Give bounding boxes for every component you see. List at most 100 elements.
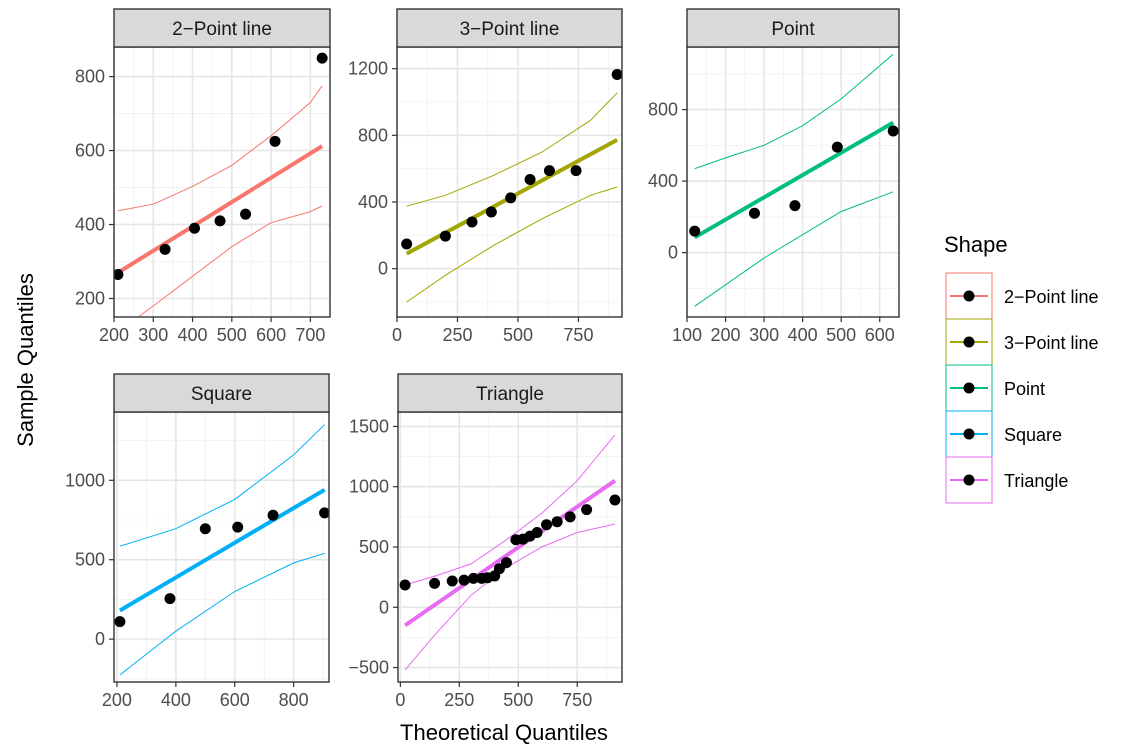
x-tick-label: 300 [749, 325, 779, 345]
strip-title: 2−Point line [172, 19, 272, 40]
confidence-band-upper [406, 92, 618, 207]
data-point [581, 504, 593, 516]
legend-key-point [963, 382, 975, 394]
y-tick-label: 0 [378, 259, 388, 279]
strip-background [686, 8, 900, 48]
x-tick-label: 200 [711, 325, 741, 345]
data-point [164, 593, 176, 605]
data-point [524, 174, 536, 185]
data-point [189, 222, 201, 234]
legend: Shape 2−Point line 3−Point line Point Squar… [944, 232, 1099, 504]
data-point [399, 579, 411, 591]
x-tick-label: 500 [217, 325, 247, 345]
data-point [214, 215, 226, 227]
x-tick-label: 500 [503, 690, 533, 710]
strip-background [396, 8, 623, 48]
y-tick-label: 1200 [348, 59, 388, 79]
x-tick-label: 400 [788, 325, 818, 345]
data-point [485, 206, 497, 218]
y-tick-label: 0 [95, 629, 105, 649]
data-marks [114, 52, 328, 317]
strip-background [113, 373, 330, 413]
strip-title: 3−Point line [460, 19, 560, 40]
y-tick-label: 200 [75, 289, 105, 309]
y-tick-label: 500 [75, 550, 105, 570]
data-point [609, 494, 621, 506]
y-tick-label: −500 [348, 658, 389, 678]
y-tick-label: 400 [75, 215, 105, 235]
data-point [564, 511, 576, 523]
reference-line [693, 120, 895, 240]
data-point [439, 230, 451, 242]
data-point [319, 507, 329, 519]
x-tick-label: 250 [442, 325, 472, 345]
panel-background [114, 47, 330, 317]
legend-label: Square [1004, 425, 1062, 445]
data-point [429, 577, 441, 589]
data-point [159, 243, 171, 255]
legend-item: Square [945, 410, 1062, 458]
x-tick-label: 600 [220, 690, 250, 710]
x-axis-title: Theoretical Quantiles [400, 720, 608, 745]
legend-key-point [963, 428, 975, 440]
x-tick-label: 0 [395, 690, 405, 710]
reference-line [116, 144, 324, 275]
panel-2: 3−Point line 0 250 500 750 0 400 800 1200 [348, 8, 623, 345]
data-point [500, 557, 512, 569]
data-point [887, 125, 899, 137]
y-tick-label: 1000 [65, 470, 105, 490]
confidence-band-upper [117, 85, 323, 212]
data-marks [399, 434, 621, 671]
strip-background [397, 373, 623, 413]
y-tick-label: 400 [648, 171, 678, 191]
data-point [611, 69, 622, 80]
reference-line [403, 479, 617, 627]
x-tick-label: 0 [392, 325, 402, 345]
data-point [114, 616, 126, 628]
legend-item: Triangle [945, 456, 1068, 504]
strip-title: Square [191, 384, 252, 405]
gridlines [114, 412, 329, 682]
panel-4: Square 200 400 600 800 0 500 1000 [65, 373, 330, 710]
legend-title: Shape [944, 232, 1008, 257]
data-point [232, 521, 244, 533]
legend-item: 2−Point line [945, 272, 1099, 320]
data-point [551, 516, 563, 528]
x-tick-label: 750 [563, 325, 593, 345]
legend-label: Point [1004, 379, 1045, 399]
x-tick-label: 750 [562, 690, 592, 710]
legend-key-point [963, 474, 975, 486]
data-point [269, 135, 281, 147]
data-marks [689, 53, 899, 307]
y-tick-label: 0 [379, 597, 389, 617]
y-tick-label: 800 [75, 67, 105, 87]
y-tick-label: 1500 [349, 416, 389, 436]
gridlines [396, 47, 622, 317]
data-point [316, 52, 328, 64]
strip-title: Triangle [476, 384, 544, 405]
panel-3: Point 100 200 300 400 500 600 0 400 800 [648, 8, 900, 345]
x-tick-label: 250 [444, 690, 474, 710]
y-tick-label: 400 [358, 192, 388, 212]
data-point [467, 572, 479, 584]
x-tick-label: 400 [178, 325, 208, 345]
legend-item: 3−Point line [945, 318, 1099, 366]
x-tick-label: 500 [503, 325, 533, 345]
x-tick-label: 600 [865, 325, 895, 345]
data-point [831, 141, 843, 153]
legend-label: 2−Point line [1004, 287, 1099, 307]
data-point [689, 225, 701, 237]
legend-label: Triangle [1004, 471, 1068, 491]
data-point [789, 200, 801, 212]
data-point [458, 574, 470, 586]
confidence-band-upper [694, 53, 894, 170]
panel-background [397, 47, 622, 317]
data-point [401, 238, 413, 250]
confidence-band-lower [406, 186, 618, 303]
confidence-band-lower [119, 552, 325, 676]
x-tick-label: 600 [256, 325, 286, 345]
data-point [267, 509, 279, 521]
data-point [446, 575, 458, 587]
data-point [466, 216, 478, 228]
panel-1: 2−Point line 200 300 400 500 600 700 200 400 600 8… [75, 8, 331, 345]
